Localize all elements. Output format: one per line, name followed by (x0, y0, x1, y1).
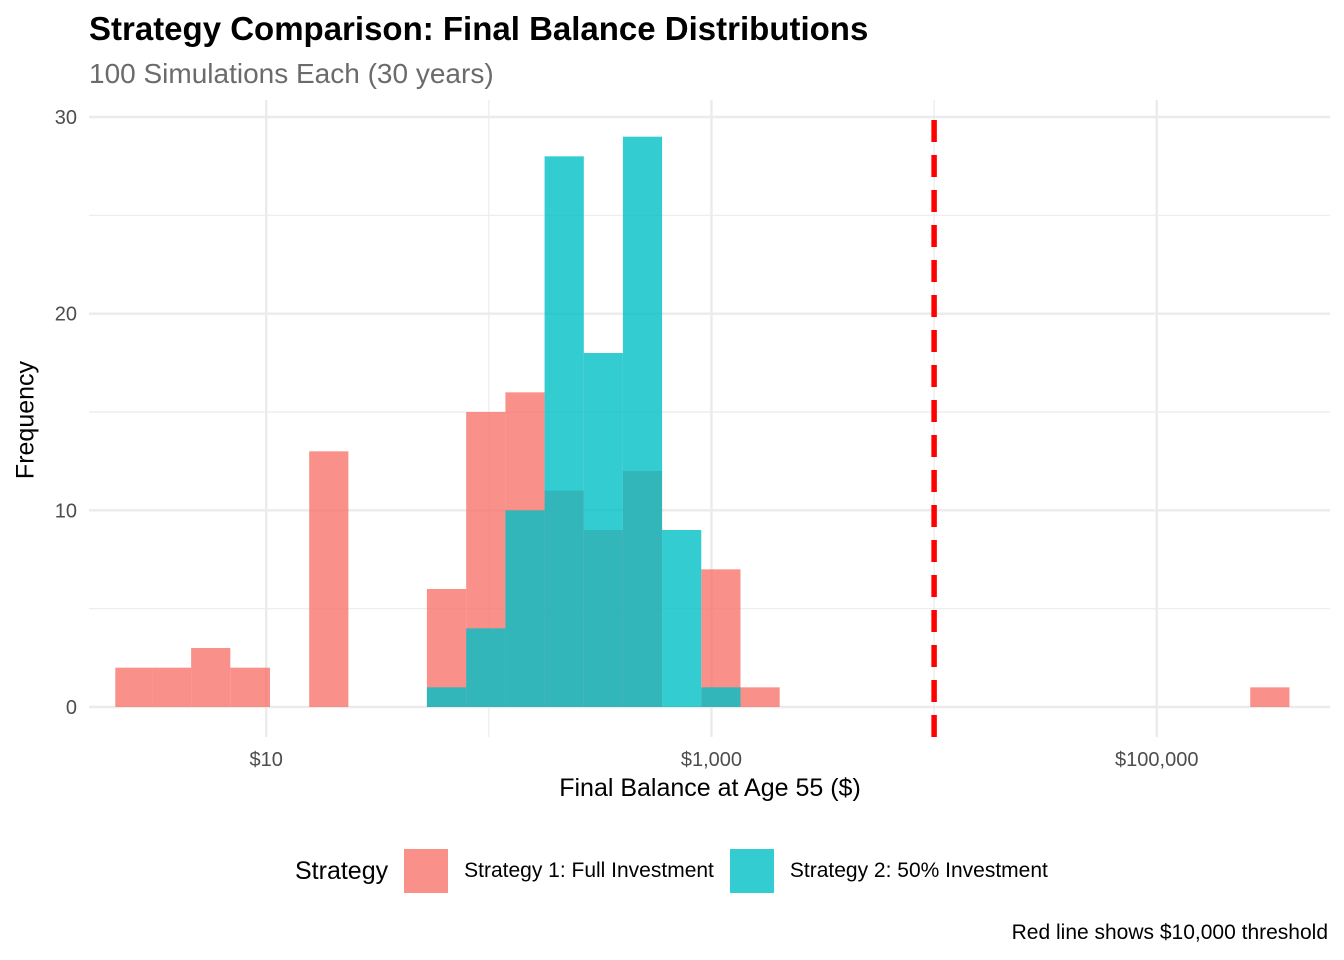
chart-caption: Red line shows $10,000 threshold (1011, 921, 1328, 944)
y-tick-label: 20 (55, 304, 77, 326)
histogram-bar-strategy-2 (426, 687, 467, 707)
histogram-bar-strategy-2 (466, 628, 506, 707)
x-axis-label: Final Balance at Age 55 ($) (559, 774, 861, 802)
histogram-bar-strategy-1 (230, 667, 270, 707)
legend-item-strategy-1: Strategy 1: Full Investment (404, 849, 714, 893)
histogram-bar-strategy-2 (505, 510, 545, 707)
x-tick-label: $1,000 (681, 749, 742, 771)
y-tick-label: 10 (55, 500, 77, 522)
histogram-bar-strategy-1 (152, 667, 192, 707)
histogram-bar-strategy-1 (701, 569, 741, 707)
legend-title: Strategy (295, 856, 389, 885)
chart-title: Strategy Comparison: Final Balance Distr… (89, 10, 869, 47)
legend-item-strategy-2: Strategy 2: 50% Investment (729, 849, 1048, 893)
histogram-bar-strategy-2 (662, 530, 702, 707)
histogram-bar-strategy-2 (701, 687, 741, 707)
legend: Strategy Strategy 1: Full Investment Str… (295, 849, 1064, 893)
legend-swatch-strategy-2 (729, 849, 774, 893)
y-tick-label: 0 (66, 697, 77, 719)
x-tick-label: $10 (250, 749, 283, 771)
legend-swatch-strategy-1 (404, 849, 449, 893)
histogram-bar-strategy-1 (1250, 687, 1290, 707)
histogram-bar-strategy-2 (544, 156, 584, 708)
chart-subtitle: 100 Simulations Each (30 years) (89, 58, 494, 89)
x-tick-label: $100,000 (1115, 749, 1198, 771)
histogram-bar-strategy-1 (191, 648, 231, 707)
histogram-bar-strategy-1 (115, 667, 153, 707)
legend-label-strategy-2: Strategy 2: 50% Investment (789, 859, 1048, 882)
histogram-bar-strategy-1 (740, 687, 780, 707)
y-tick-label: 30 (55, 107, 77, 129)
histogram-bar-strategy-2 (622, 136, 663, 707)
legend-label-strategy-1: Strategy 1: Full Investment (464, 859, 714, 882)
histogram-bar-strategy-2 (583, 353, 623, 707)
histogram-bar-strategy-1 (309, 451, 349, 707)
